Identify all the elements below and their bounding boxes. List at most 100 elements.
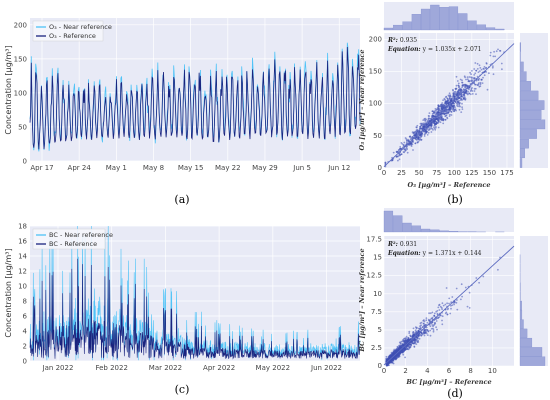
panel-c-ytick-label: 16 — [18, 238, 27, 246]
panel-d-top-histogram-bar — [402, 222, 412, 233]
panel-b-scatter-point — [452, 89, 454, 92]
panel-b-ozone-scatter: 0 50 100 150 200 0 25 50 75 100 125 150 175 O₃ [µg/… — [358, 2, 548, 206]
panel-d-scatter-point — [398, 344, 400, 347]
panel-d-scatter-point — [407, 344, 410, 347]
panel-b-scatter-point — [479, 70, 481, 72]
panel-b-scatter-point — [468, 88, 470, 91]
panel-d-scatter-point — [423, 319, 425, 321]
panel-b-scatter-point — [421, 122, 424, 125]
panel-d-xtick-label: 4 — [425, 367, 430, 375]
panel-d-scatter-point — [398, 352, 401, 355]
panel-b-scatter-point — [437, 118, 440, 121]
panel-b-scatter-point — [461, 81, 463, 84]
panel-d-scatter-point — [432, 329, 435, 331]
panel-b-scatter-point — [407, 139, 410, 142]
panel-b-scatter-point — [462, 97, 465, 100]
panel-d-scatter-point — [435, 320, 438, 322]
panel-b-scatter-point — [417, 130, 419, 133]
panel-d-scatter-point — [415, 343, 418, 345]
panel-b-xtick-label: 100 — [448, 169, 461, 177]
panel-d-scatter-point — [402, 353, 405, 356]
panel-b-scatter-point — [448, 92, 451, 95]
panel-b-scatter-point — [476, 62, 479, 65]
panel-b-scatter-point — [403, 141, 406, 144]
panel-d-scatter-point — [403, 342, 406, 345]
panel-d-scatter-point — [444, 303, 447, 306]
panel-b-xtick-label: 150 — [483, 169, 496, 177]
panel-a-ytick-label: 0 — [23, 158, 27, 166]
panel-d-xtick-label: 2 — [403, 367, 407, 375]
panel-b-top-histogram-bar — [383, 27, 394, 31]
panel-b-scatter-point — [448, 109, 450, 112]
panel-b-scatter-point — [436, 122, 438, 124]
panel-b-scatter-point — [486, 88, 489, 91]
panel-b-scatter-point — [410, 145, 413, 148]
panel-b-scatter-point — [468, 76, 471, 78]
panel-d-scatter-point — [418, 337, 421, 340]
panel-d-scatter-point — [446, 302, 448, 305]
panel-b-scatter-point — [412, 149, 414, 151]
panel-b-scatter-point — [466, 78, 469, 81]
panel-b-scatter-point — [454, 87, 457, 90]
panel-b-scatter-point — [424, 131, 427, 134]
panel-d-scatter-point — [456, 308, 459, 311]
panel-b-scatter-point — [485, 62, 488, 64]
panel-b-top-histogram-bar — [430, 4, 440, 31]
panel-b-scatter-point — [493, 50, 495, 53]
panel-d-ylabel: BC [µg/m³] – Near reference — [358, 248, 366, 352]
panel-d-scatter-point — [404, 337, 407, 339]
panel-b-scatter-point — [491, 66, 494, 69]
panel-d-scatter-point — [415, 333, 417, 335]
panel-b-scatter-point — [403, 151, 406, 154]
legend-o3-reference: O₃ - Reference — [49, 32, 96, 40]
panel-b-scatter-point — [448, 97, 451, 99]
panel-b-scatter-point — [401, 143, 404, 145]
panel-d-scatter-point — [424, 324, 427, 326]
panel-b-scatter-point — [475, 93, 477, 95]
panel-b-scatter-point — [459, 78, 462, 81]
panel-b-scatter-point — [488, 72, 490, 75]
panel-d-scatter-point — [387, 356, 390, 359]
panel-d-scatter-point — [396, 345, 399, 348]
panel-b-scatter-point — [470, 73, 472, 76]
panel-d-equation-annotation: Equation: y = 1.371x + 0.144 — [387, 250, 482, 257]
series-line-o3-reference — [29, 46, 361, 150]
panel-b-scatter-point — [443, 104, 446, 107]
panel-b-scatter-point — [452, 92, 455, 95]
panel-b-scatter-point — [440, 103, 443, 106]
panel-d-scatter-point — [432, 324, 435, 327]
panel-b-scatter-point — [398, 153, 401, 156]
panel-d-right-histogram-bar — [519, 328, 528, 338]
panel-b-scatter-point — [404, 150, 406, 152]
panel-d-scatter-point — [403, 337, 405, 340]
panel-d-top-histogram-bar — [383, 210, 394, 233]
panel-b-scatter-point — [460, 89, 463, 92]
panel-b-scatter-point — [421, 127, 424, 130]
panel-b-right-histogram-bar — [519, 148, 525, 159]
panel-d-scatter-point — [390, 352, 393, 355]
panel-d-scatter-point — [423, 334, 426, 337]
panel-d-scatter-point — [455, 287, 458, 290]
panel-b-scatter-point — [426, 134, 429, 136]
panel-label-d: (d) — [447, 387, 463, 400]
panel-d-scatter-point — [404, 348, 407, 351]
panel-d-scatter-point — [425, 319, 428, 322]
panel-b-scatter-point — [420, 139, 423, 141]
panel-d-r2-annotation: R²: 0.931 — [387, 241, 417, 248]
panel-b-scatter-point — [499, 50, 502, 52]
panel-d-scatter-point — [420, 321, 423, 324]
panel-b-scatter-point — [497, 48, 499, 51]
panel-a-ozone-timeseries: 0 50 100 150 200 Apr 17 Apr 24 May 1 May 8 May 1… — [4, 18, 361, 206]
panel-b-scatter-point — [439, 121, 442, 124]
panel-b-scatter-point — [440, 119, 442, 121]
panel-b-scatter-point — [456, 99, 459, 101]
panel-d-scatter-point — [414, 326, 417, 329]
panel-b-right-histogram-bar — [519, 109, 542, 120]
panel-b-top-histogram-bar — [439, 7, 449, 31]
panel-d-scatter-point — [405, 335, 408, 338]
panel-a-xtick-label: May 1 — [106, 164, 127, 172]
series-line-bc-reference — [29, 258, 361, 360]
panel-d-scatter-point — [446, 308, 449, 311]
panel-b-scatter-point — [464, 91, 467, 94]
panel-b-scatter-point — [406, 140, 408, 142]
